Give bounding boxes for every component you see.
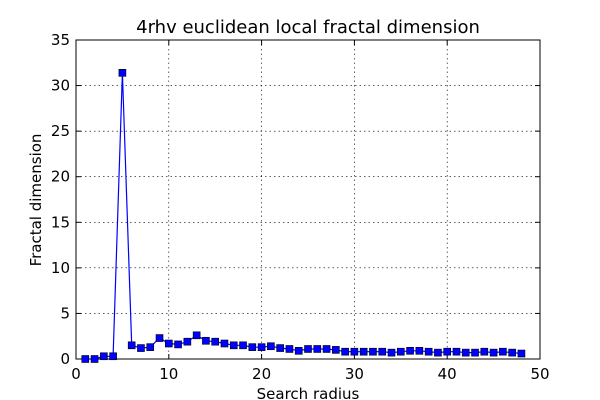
data-point [406, 346, 414, 355]
series-fractal-dimension [81, 69, 526, 363]
data-point [489, 348, 498, 357]
data-point [369, 347, 377, 356]
x-tick-label: 30 [345, 365, 364, 383]
grid [75, 39, 541, 360]
data-point [118, 69, 127, 77]
x-tick-label: 0 [71, 365, 81, 383]
data-point [267, 342, 275, 351]
data-point [248, 343, 257, 351]
y-tick-label: 20 [51, 168, 70, 186]
data-point [480, 347, 489, 356]
data-point [220, 339, 229, 348]
data-point [452, 347, 461, 356]
data-point [137, 344, 145, 352]
data-point [443, 347, 452, 356]
data-point [508, 348, 516, 357]
y-axis-label: Fractal dimension [27, 134, 45, 267]
data-point [285, 345, 294, 353]
data-point [146, 343, 155, 351]
data-point [387, 348, 396, 357]
data-point [174, 340, 182, 349]
data-point [127, 341, 136, 350]
data-point [424, 347, 433, 356]
y-tick-labels: 0 5 10 15 20 25 30 35 [51, 31, 70, 368]
axis-ticks [75, 39, 541, 360]
data-point [239, 341, 247, 350]
y-tick-label: 35 [51, 31, 70, 49]
data-point [202, 336, 210, 345]
y-tick-label: 25 [51, 122, 70, 140]
chart-title: 4rhv euclidean local fractal dimension [136, 17, 480, 38]
data-point [183, 337, 192, 346]
data-point [192, 331, 201, 340]
data-point [499, 347, 507, 356]
data-point [378, 347, 387, 356]
y-tick-label: 10 [51, 259, 70, 277]
data-point [165, 339, 173, 348]
y-tick-label: 5 [60, 304, 70, 322]
data-point [90, 355, 99, 363]
data-point [81, 355, 90, 363]
x-tick-label: 50 [530, 365, 549, 383]
x-tick-label: 20 [252, 365, 271, 383]
y-tick-label: 30 [51, 77, 70, 95]
y-tick-label: 15 [51, 213, 70, 231]
data-point [313, 345, 322, 353]
data-point [471, 348, 479, 357]
data-point [257, 343, 266, 351]
data-point [350, 347, 359, 356]
data-point [396, 347, 405, 356]
data-point [100, 352, 108, 361]
data-point [415, 346, 424, 355]
series-line [85, 72, 522, 360]
data-point [332, 346, 340, 354]
data-point [341, 347, 349, 356]
data-point [211, 337, 219, 346]
y-tick-label: 0 [60, 350, 70, 368]
x-tick-label: 10 [159, 365, 178, 383]
x-tick-label: 40 [438, 365, 457, 383]
data-point [517, 349, 526, 358]
data-point [322, 345, 331, 353]
x-tick-labels: 0 10 20 30 40 50 [71, 365, 549, 383]
plot-frame [75, 39, 541, 360]
data-point [155, 334, 164, 342]
data-point [229, 341, 238, 350]
data-point [434, 348, 442, 357]
data-point [109, 352, 117, 361]
data-point [461, 348, 470, 357]
data-point [294, 346, 303, 355]
data-point [359, 347, 368, 356]
x-axis-label: Search radius [257, 385, 360, 400]
data-point [276, 344, 284, 352]
data-point [304, 345, 312, 353]
